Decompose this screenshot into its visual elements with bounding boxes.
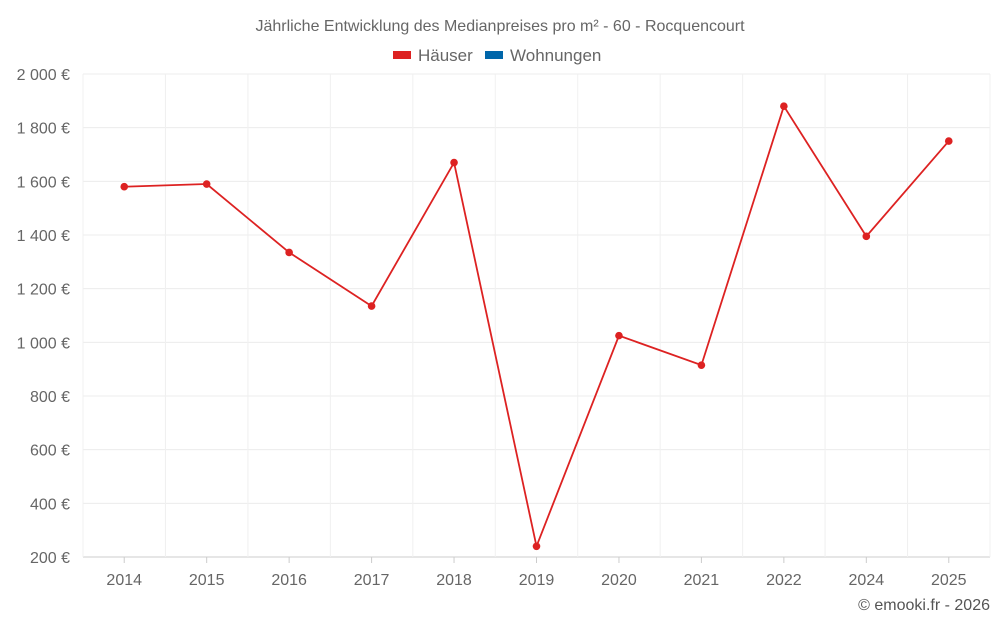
x-tick-label: 2015 bbox=[189, 572, 225, 589]
y-tick-label: 1 600 € bbox=[17, 174, 70, 191]
data-point bbox=[615, 331, 623, 340]
credit: © emooki.fr - 2026 bbox=[858, 597, 990, 614]
y-tick-label: 200 € bbox=[30, 550, 70, 567]
data-point bbox=[944, 137, 953, 145]
x-tick-label: 2024 bbox=[849, 572, 885, 589]
x-tick-label: 2016 bbox=[271, 572, 307, 589]
y-tick-label: 2 000 € bbox=[17, 67, 70, 84]
x-tick-label: 2017 bbox=[354, 572, 390, 589]
data-point bbox=[697, 361, 706, 369]
data-point bbox=[285, 248, 293, 257]
legend: Häuser Wohnungen bbox=[393, 46, 601, 65]
data-point bbox=[450, 158, 458, 167]
y-tick-label: 600 € bbox=[30, 443, 70, 460]
y-tick-label: 800 € bbox=[30, 389, 70, 406]
legend-label: Häuser bbox=[418, 46, 473, 65]
y-tick-label: 1 400 € bbox=[17, 228, 70, 245]
data-point bbox=[120, 182, 129, 191]
data-point bbox=[202, 180, 211, 188]
data-point bbox=[780, 102, 788, 110]
y-tick-label: 1 000 € bbox=[17, 335, 70, 352]
data-point bbox=[532, 542, 541, 551]
legend-item-wohnungen[interactable]: Wohnungen bbox=[485, 46, 601, 65]
x-tick-label: 2025 bbox=[931, 572, 967, 589]
data-point bbox=[367, 302, 376, 310]
y-tick-label: 1 800 € bbox=[17, 121, 70, 138]
x-tick-label: 2014 bbox=[106, 572, 142, 589]
x-tick-label: 2018 bbox=[436, 572, 472, 589]
x-tick-label: 2021 bbox=[684, 572, 720, 589]
y-tick-label: 1 200 € bbox=[17, 282, 70, 299]
x-tick-label: 2020 bbox=[601, 572, 637, 589]
x-tick-label: 2019 bbox=[519, 572, 555, 589]
y-tick-label: 400 € bbox=[30, 496, 70, 513]
x-tick-label: 2022 bbox=[766, 572, 802, 589]
chart-title: Jährliche Entwicklung des Medianpreises … bbox=[255, 18, 745, 35]
legend-label: Wohnungen bbox=[510, 46, 601, 65]
data-point bbox=[862, 232, 871, 241]
legend-item-haeuser[interactable]: Häuser bbox=[393, 46, 473, 65]
